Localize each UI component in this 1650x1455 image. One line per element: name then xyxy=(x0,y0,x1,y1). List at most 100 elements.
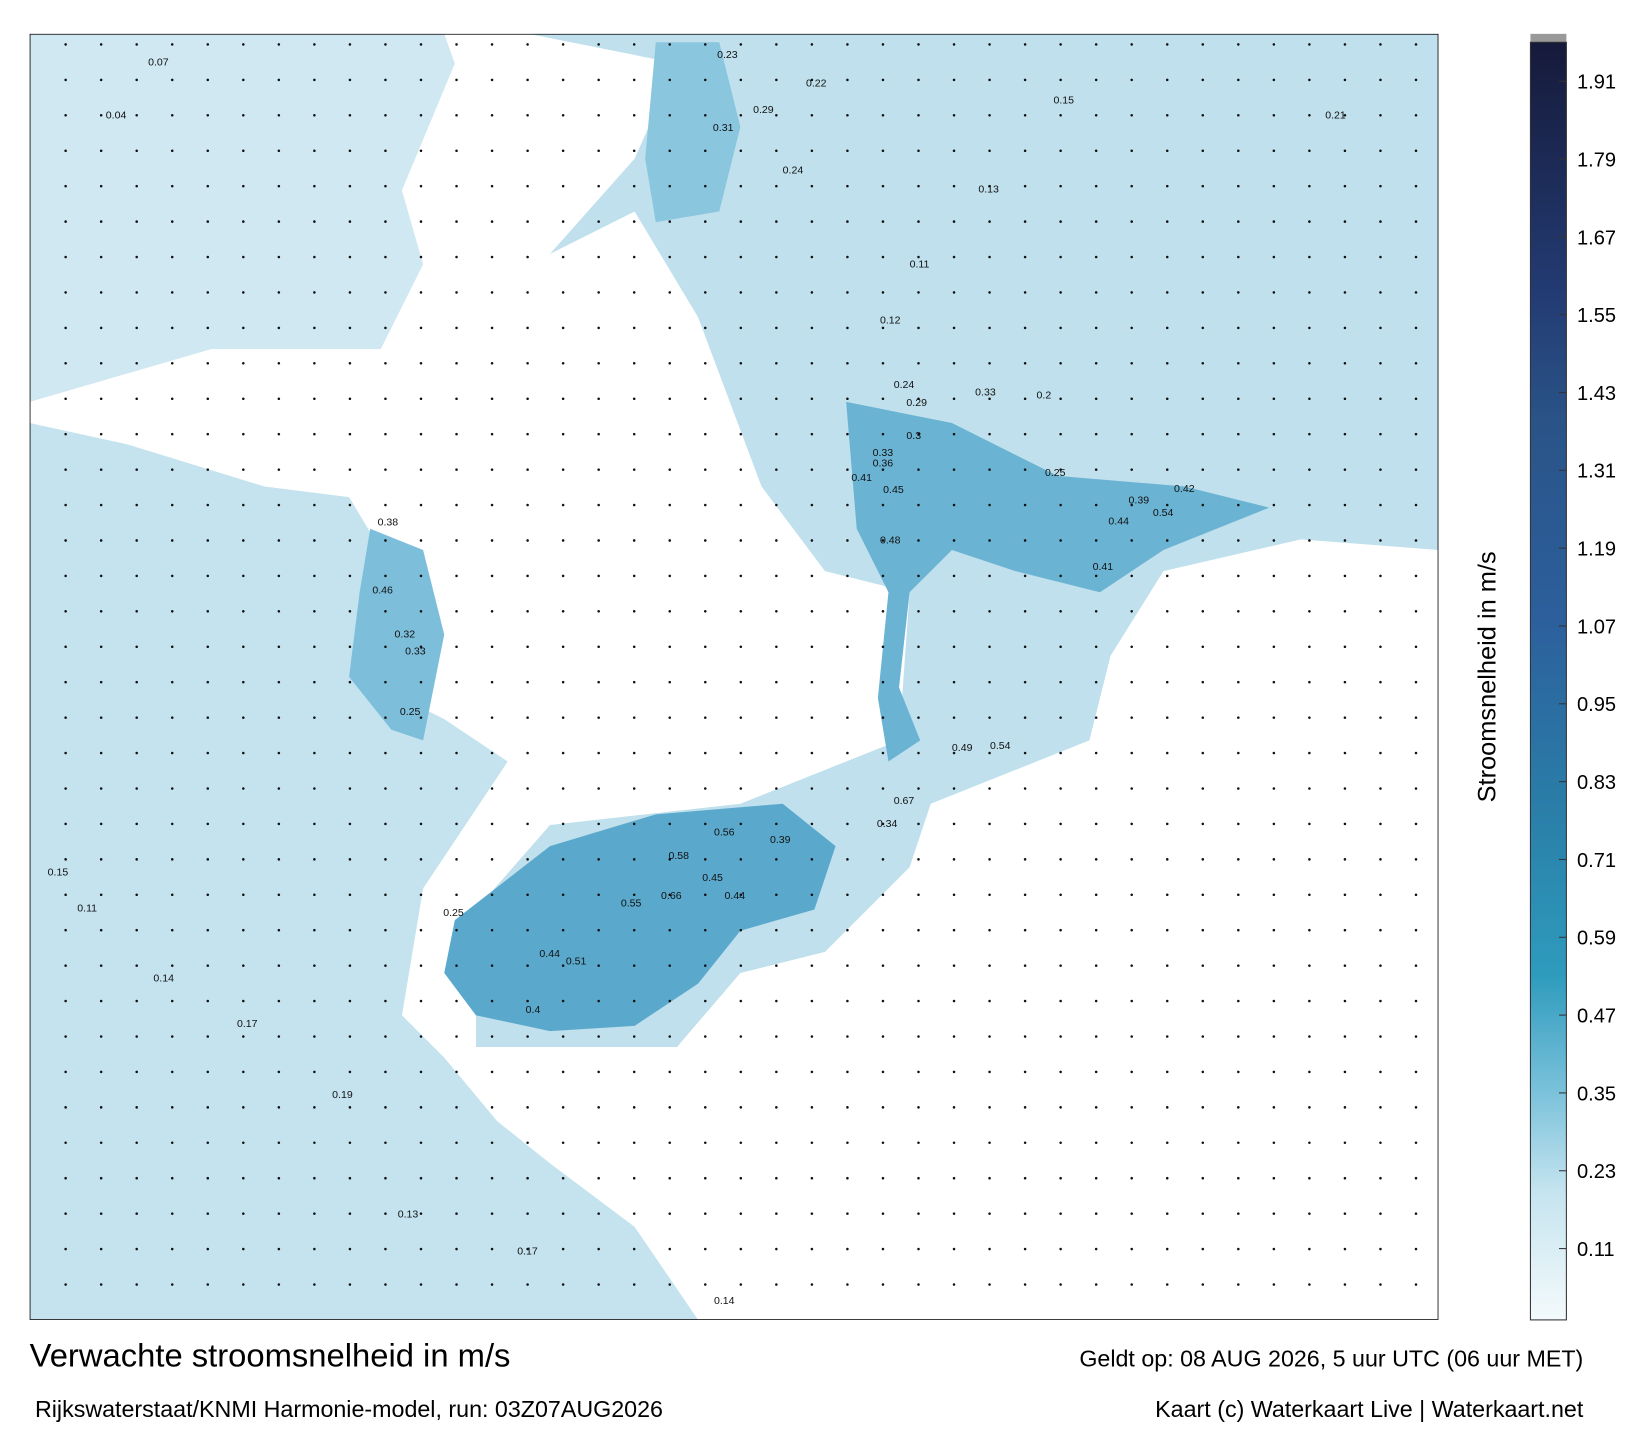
grid-dot xyxy=(810,149,814,152)
grid-dot xyxy=(1272,468,1276,471)
grid-dot xyxy=(1414,645,1418,649)
grid-dot xyxy=(810,1176,814,1180)
grid-dot xyxy=(1308,751,1311,755)
grid-dot xyxy=(384,645,387,649)
grid-dot xyxy=(135,326,138,330)
grid-dot xyxy=(1272,149,1276,152)
grid-dot xyxy=(1023,787,1027,790)
grid-dot xyxy=(1379,610,1382,613)
grid-dot xyxy=(1237,432,1240,436)
grid-dot xyxy=(170,1106,174,1109)
grid-dot xyxy=(313,822,316,826)
channel-west xyxy=(349,528,445,741)
grid-dot xyxy=(135,1212,138,1215)
grid-dot xyxy=(384,468,387,471)
grid-dot xyxy=(1308,893,1311,897)
grid-dots xyxy=(64,43,1418,1286)
grid-dot xyxy=(1130,574,1133,578)
grid-dot xyxy=(99,503,103,507)
grid-dot xyxy=(632,1176,636,1180)
colorbar-tick-label: 1.67 xyxy=(1577,227,1616,249)
grid-dot xyxy=(206,468,210,471)
grid-dot xyxy=(775,574,778,578)
grid-dot xyxy=(561,220,565,223)
grid-dot xyxy=(1237,43,1240,46)
grid-dot xyxy=(1237,149,1240,152)
grid-dot xyxy=(419,539,423,542)
grid-dot xyxy=(1130,468,1133,471)
grid-dot xyxy=(277,1176,281,1180)
grid-dot xyxy=(419,291,423,294)
grid-dot xyxy=(1165,468,1169,471)
grid-dot xyxy=(917,787,920,790)
grid-dot xyxy=(561,1106,565,1109)
grid-dot xyxy=(1201,1106,1205,1109)
grid-dot xyxy=(135,787,138,790)
grid-dot xyxy=(704,1176,707,1180)
grid-dot xyxy=(526,114,529,117)
grid-dot xyxy=(1414,1035,1418,1038)
grid-dot xyxy=(917,114,920,117)
grid-dot xyxy=(561,78,565,82)
grid-dot xyxy=(277,78,281,82)
grid-dot xyxy=(206,928,210,932)
grid-dot xyxy=(455,822,458,826)
grid-dot xyxy=(704,114,707,117)
grid-dot xyxy=(206,1070,210,1074)
grid-dot xyxy=(419,1247,423,1251)
grid-dot xyxy=(490,149,494,152)
grid-dot xyxy=(988,255,991,259)
grid-dot xyxy=(775,255,778,259)
grid-dot xyxy=(1272,787,1276,790)
grid-dot xyxy=(384,362,387,365)
grid-dot xyxy=(99,751,103,755)
grid-dot xyxy=(988,1247,991,1251)
grid-dot xyxy=(988,1176,991,1180)
grid-dot xyxy=(242,999,245,1003)
grid-dot xyxy=(1343,787,1347,790)
grid-dot xyxy=(1414,1141,1418,1145)
grid-dot xyxy=(881,503,885,507)
speed-label: 0.41 xyxy=(851,472,872,484)
grid-dot xyxy=(1272,1247,1276,1251)
grid-dot xyxy=(526,1176,529,1180)
grid-dot xyxy=(64,1212,67,1215)
grid-dot xyxy=(561,858,565,861)
grid-dot xyxy=(1059,716,1062,719)
grid-dot xyxy=(988,751,991,755)
grid-dot xyxy=(455,326,458,330)
grid-dot xyxy=(1059,964,1062,967)
grid-dot xyxy=(490,822,494,826)
grid-dot xyxy=(775,1035,778,1038)
grid-dot xyxy=(1272,1212,1276,1215)
grid-dot xyxy=(561,1176,565,1180)
grid-dot xyxy=(988,184,991,188)
grid-dot xyxy=(881,893,885,897)
grid-dot xyxy=(1130,539,1133,542)
grid-dot xyxy=(206,1283,210,1286)
grid-dot xyxy=(1094,1141,1098,1145)
grid-dot xyxy=(668,574,672,578)
speed-label: 0.11 xyxy=(910,259,930,271)
grid-dot xyxy=(64,1283,67,1286)
grid-dot xyxy=(739,645,743,649)
grid-dot xyxy=(1308,1141,1311,1145)
grid-dot xyxy=(99,291,103,294)
grid-dot xyxy=(846,149,849,152)
grid-dot xyxy=(597,999,600,1003)
grid-dot xyxy=(99,716,103,719)
grid-dot xyxy=(597,680,600,684)
grid-dot xyxy=(1059,858,1062,861)
grid-dot xyxy=(455,610,458,613)
grid-dot xyxy=(739,1176,743,1180)
grid-dot xyxy=(1165,999,1169,1003)
grid-dot xyxy=(170,220,174,223)
grid-dot xyxy=(1414,751,1418,755)
grid-dot xyxy=(597,432,600,436)
grid-dot xyxy=(490,610,494,613)
grid-dot xyxy=(313,1035,316,1038)
grid-dot xyxy=(1023,291,1027,294)
grid-dot xyxy=(384,964,387,967)
grid-dot xyxy=(419,397,423,400)
grid-dot xyxy=(1414,1176,1418,1180)
